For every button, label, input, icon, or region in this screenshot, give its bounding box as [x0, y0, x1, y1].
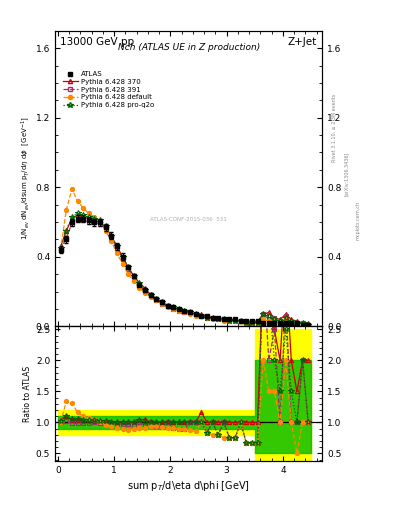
Text: [arXiv:1306.3436]: [arXiv:1306.3436] — [344, 152, 349, 196]
Text: 13000 GeV pp: 13000 GeV pp — [61, 37, 134, 47]
X-axis label: sum p$_T$/d\eta d\phi [GeV]: sum p$_T$/d\eta d\phi [GeV] — [127, 479, 250, 493]
Y-axis label: 1/N$_{ev}$ dN$_{ev}$/dsum p$_T$/d$\eta$ d$\phi$  [GeV$^{-1}$]: 1/N$_{ev}$ dN$_{ev}$/dsum p$_T$/d$\eta$ … — [19, 117, 31, 241]
Text: Nch (ATLAS UE in Z production): Nch (ATLAS UE in Z production) — [118, 42, 260, 52]
Y-axis label: Ratio to ATLAS: Ratio to ATLAS — [23, 366, 31, 422]
Text: Z+Jet: Z+Jet — [288, 37, 317, 47]
Text: mcplots.cern.ch: mcplots.cern.ch — [356, 201, 361, 240]
Legend: ATLAS, Pythia 6.428 370, Pythia 6.428 391, Pythia 6.428 default, Pythia 6.428 pr: ATLAS, Pythia 6.428 370, Pythia 6.428 39… — [61, 70, 155, 110]
Text: Rivet 3.1.10, ≥ 2.3M events: Rivet 3.1.10, ≥ 2.3M events — [332, 94, 337, 162]
Text: ATLAS-CONF-2015-036  531: ATLAS-CONF-2015-036 531 — [150, 218, 227, 222]
